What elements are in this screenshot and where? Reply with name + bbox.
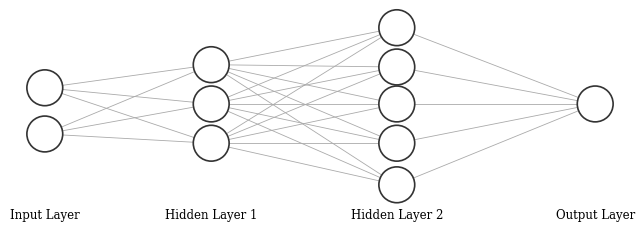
Ellipse shape (27, 116, 63, 152)
Ellipse shape (193, 125, 229, 161)
Ellipse shape (193, 47, 229, 83)
Ellipse shape (379, 10, 415, 46)
Ellipse shape (577, 86, 613, 122)
Ellipse shape (379, 167, 415, 203)
Text: Hidden Layer 2: Hidden Layer 2 (351, 209, 443, 222)
Ellipse shape (379, 125, 415, 161)
Ellipse shape (193, 86, 229, 122)
Text: Output Layer: Output Layer (556, 209, 635, 222)
Text: Hidden Layer 1: Hidden Layer 1 (165, 209, 257, 222)
Ellipse shape (379, 49, 415, 85)
Ellipse shape (27, 70, 63, 106)
Ellipse shape (379, 86, 415, 122)
Text: Input Layer: Input Layer (10, 209, 79, 222)
